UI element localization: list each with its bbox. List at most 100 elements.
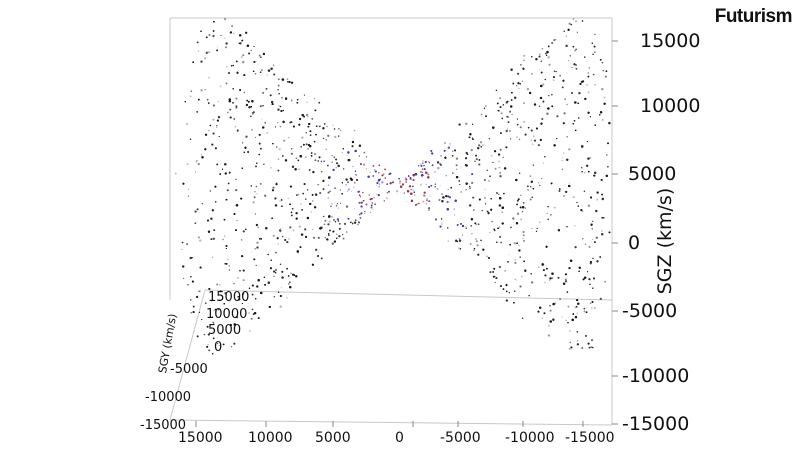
data-point (286, 297, 288, 299)
data-point (323, 215, 325, 217)
data-point (287, 197, 289, 200)
data-point (324, 237, 326, 239)
data-point (290, 121, 293, 124)
data-point (471, 137, 474, 139)
data-point (317, 255, 320, 257)
data-point (216, 283, 219, 286)
data-point (225, 263, 228, 265)
data-point (364, 212, 366, 215)
data-point (318, 101, 321, 104)
data-point (486, 169, 489, 172)
data-point (518, 249, 521, 252)
data-point (305, 198, 307, 200)
data-point (562, 282, 566, 285)
data-point (273, 296, 275, 298)
data-point (578, 117, 580, 119)
data-point (298, 123, 301, 126)
data-point (367, 175, 370, 178)
data-point (350, 221, 352, 224)
data-point (578, 91, 581, 95)
data-point (523, 202, 525, 204)
data-point (557, 229, 561, 232)
data-point (339, 189, 342, 191)
data-point (318, 101, 321, 104)
data-point (480, 113, 483, 116)
data-point (264, 122, 266, 124)
data-point (603, 96, 606, 99)
data-point (523, 120, 526, 123)
data-point (417, 165, 420, 167)
data-point (519, 256, 521, 258)
data-point (345, 184, 347, 186)
data-point (581, 145, 584, 148)
data-point (530, 129, 533, 132)
data-point (515, 222, 519, 225)
data-point (422, 194, 426, 197)
data-point (535, 58, 538, 61)
data-point (342, 234, 344, 236)
data-point (398, 178, 400, 180)
data-point (538, 105, 541, 107)
data-point (458, 180, 460, 182)
data-point (322, 137, 325, 140)
data-point (593, 174, 596, 177)
data-point (287, 275, 290, 277)
data-point (208, 77, 210, 79)
data-point (410, 199, 414, 202)
data-point (595, 209, 598, 213)
data-point (314, 206, 317, 209)
data-point (440, 218, 443, 220)
data-point (593, 307, 596, 309)
data-point (347, 217, 350, 220)
data-point (248, 52, 250, 55)
data-point (523, 54, 526, 57)
data-point (196, 295, 199, 298)
data-point (553, 70, 556, 72)
data-point (593, 174, 596, 177)
data-point (532, 135, 535, 137)
data-point (443, 142, 447, 145)
data-point (245, 135, 248, 138)
data-point (228, 171, 231, 174)
data-point (434, 183, 436, 185)
data-point (224, 37, 226, 39)
data-point (478, 198, 481, 201)
data-point (514, 290, 516, 292)
data-point (333, 156, 335, 158)
data-point (484, 188, 486, 190)
data-point (201, 156, 204, 159)
data-point (256, 285, 259, 288)
data-point (474, 160, 476, 162)
data-point (578, 270, 581, 273)
data-point (291, 165, 295, 168)
data-point (427, 173, 430, 176)
data-point (566, 103, 568, 106)
data-point (273, 275, 275, 277)
data-point (270, 67, 273, 70)
data-point (228, 100, 231, 103)
data-point (231, 25, 233, 27)
data-point (288, 80, 291, 84)
data-point (540, 71, 543, 74)
data-point (563, 112, 566, 115)
data-point (229, 116, 232, 119)
data-point (430, 184, 433, 187)
data-point (204, 148, 207, 151)
data-point (524, 133, 527, 136)
data-point (514, 290, 516, 292)
data-point (308, 122, 311, 126)
data-point (413, 194, 416, 196)
data-point (405, 181, 407, 183)
data-point (273, 270, 276, 273)
data-point (576, 343, 579, 346)
data-point (517, 198, 520, 201)
data-point (450, 186, 452, 189)
data-point (490, 197, 492, 200)
data-point (306, 101, 308, 103)
data-point (214, 308, 216, 310)
data-point (197, 162, 200, 166)
data-point (269, 267, 272, 270)
data-point (392, 181, 394, 184)
data-point (568, 348, 571, 350)
data-point (258, 142, 261, 145)
